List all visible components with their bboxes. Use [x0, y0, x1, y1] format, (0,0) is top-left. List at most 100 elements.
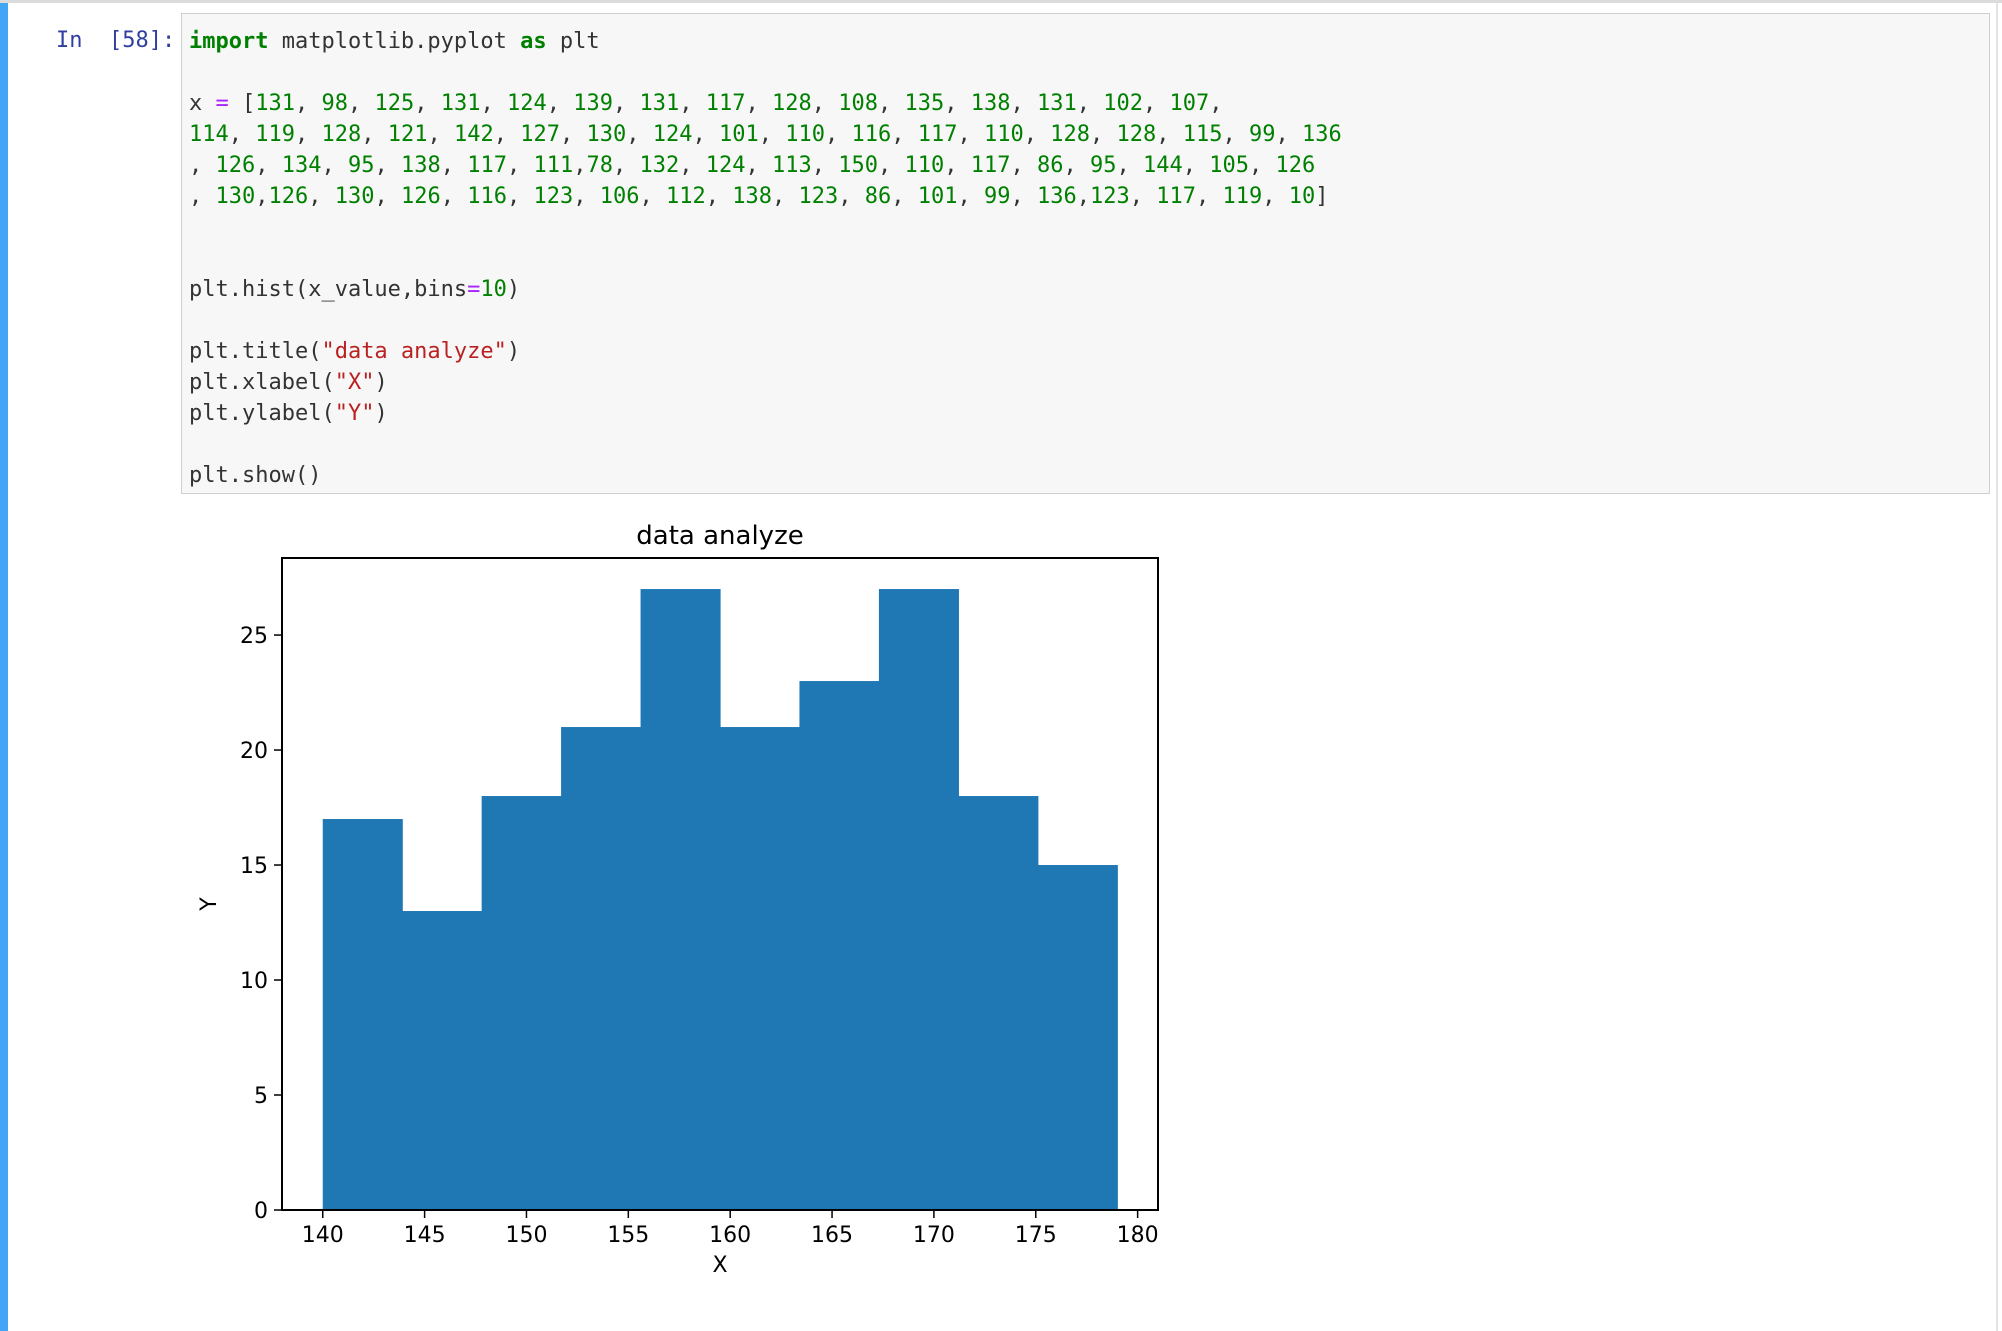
x-tick-label: 170 — [913, 1223, 955, 1248]
code-token: 138 — [732, 184, 772, 209]
code-token: 117 — [1156, 184, 1196, 209]
code-token: 95 — [348, 153, 375, 178]
code-token: , — [507, 153, 534, 178]
code-token: , — [546, 91, 574, 116]
code-token: 102 — [1103, 91, 1143, 116]
code-token: , — [189, 153, 216, 178]
histogram-bars — [322, 589, 1118, 1210]
code-line: plt.xlabel("X") — [189, 367, 1342, 398]
code-token: 135 — [904, 91, 945, 116]
code-token: , — [1156, 122, 1183, 147]
code-line — [189, 212, 1342, 243]
code-line: , 130,126, 130, 126, 116, 123, 106, 112,… — [189, 181, 1342, 212]
code-token: 110 — [904, 153, 945, 178]
y-tick-label: 0 — [254, 1199, 268, 1224]
code-editor[interactable]: import matplotlib.pyplot as plt x = [131,… — [189, 26, 1342, 491]
code-token: 117 — [467, 153, 507, 178]
x-tick-label: 140 — [302, 1223, 344, 1248]
x-tick-label: 150 — [505, 1223, 547, 1248]
code-token: 130 — [215, 184, 256, 209]
cell-selection-bar[interactable] — [0, 3, 8, 1331]
code-token: 10 — [1288, 184, 1316, 209]
code-token: "Y" — [334, 401, 375, 426]
code-token: , — [361, 122, 388, 147]
code-token: , — [1076, 91, 1104, 116]
code-token: 130 — [334, 184, 375, 209]
code-token: "X" — [334, 370, 375, 395]
code-token: 108 — [838, 91, 878, 116]
cell-output: 140 145 150 155 160 165 170 175 180 0 5 10 15 20 25 d… — [181, 505, 1181, 1305]
code-token: ) — [506, 339, 521, 364]
code-token: 117 — [705, 91, 746, 116]
code-token: 105 — [1209, 153, 1249, 178]
code-token: , — [1116, 153, 1143, 178]
histogram-bar — [799, 681, 880, 1210]
code-token: , — [1143, 91, 1170, 116]
code-token: 99 — [1249, 122, 1276, 147]
histogram-bar — [878, 589, 959, 1210]
code-line: plt.ylabel("Y") — [189, 398, 1342, 429]
code-token: , — [321, 153, 348, 178]
code-token: , — [1209, 91, 1223, 116]
code-token: 112 — [666, 184, 706, 209]
code-token: , — [440, 184, 468, 209]
code-token: , — [427, 122, 454, 147]
code-token: , — [613, 91, 640, 116]
code-token: 144 — [1143, 153, 1183, 178]
code-token: , — [891, 122, 918, 147]
code-token: 117 — [917, 122, 958, 147]
code-token: 131 — [639, 91, 680, 116]
code-token: , — [613, 153, 640, 178]
code-token: 127 — [520, 122, 560, 147]
histogram-bar — [322, 819, 403, 1210]
code-token: as — [520, 29, 547, 54]
input-prompt: In [58]: — [56, 28, 176, 53]
code-token: import — [189, 29, 269, 54]
code-token: 101 — [719, 122, 759, 147]
code-token: , — [838, 184, 865, 209]
code-token: , — [878, 153, 905, 178]
code-token: 126 — [401, 184, 441, 209]
code-token: 128 — [1050, 122, 1090, 147]
code-token: , — [1010, 184, 1037, 209]
histogram-bar — [481, 796, 562, 1210]
code-token: 126 — [1275, 153, 1316, 178]
code-token: 136 — [1302, 122, 1342, 147]
code-line: x = [131, 98, 125, 131, 124, 139, 131, 1… — [189, 88, 1342, 119]
code-token: , — [745, 91, 772, 116]
code-token: 131 — [440, 91, 481, 116]
x-tick-label: 180 — [1117, 1223, 1159, 1248]
code-token: , — [1063, 153, 1090, 178]
y-axis-label: Y — [197, 897, 222, 912]
code-token: plt.ylabel( — [189, 401, 335, 426]
code-token: 128 — [321, 122, 362, 147]
code-token: 128 — [1116, 122, 1157, 147]
code-token: ) — [374, 401, 388, 426]
code-cell-input[interactable]: import matplotlib.pyplot as plt x = [131,… — [181, 13, 1990, 494]
histogram-bar — [720, 727, 801, 1210]
code-token: 123 — [798, 184, 839, 209]
code-token: , — [679, 153, 706, 178]
code-token: 98 — [321, 91, 349, 116]
code-token: 126 — [268, 184, 309, 209]
histogram-bar — [640, 589, 721, 1210]
code-token: matplotlib.pyplot — [268, 29, 521, 54]
code-token: , — [414, 91, 441, 116]
plot-frame — [281, 557, 1159, 1211]
code-token: 119 — [1222, 184, 1263, 209]
code-token: , — [1182, 153, 1210, 178]
code-token: 124 — [652, 122, 693, 147]
code-token: 123 — [533, 184, 574, 209]
code-line: plt.hist(x_value,bins=10) — [189, 274, 1342, 305]
code-token: , — [1010, 91, 1037, 116]
code-token: 125 — [374, 91, 415, 116]
code-token: plt — [546, 29, 600, 54]
code-token: , — [639, 184, 666, 209]
code-token: x — [189, 91, 216, 116]
code-token: 124 — [507, 91, 547, 116]
code-token: 86 — [1037, 153, 1064, 178]
code-token: = — [467, 277, 481, 302]
code-token: 124 — [705, 153, 746, 178]
code-token: ] — [1315, 184, 1329, 209]
code-token: 121 — [387, 122, 428, 147]
